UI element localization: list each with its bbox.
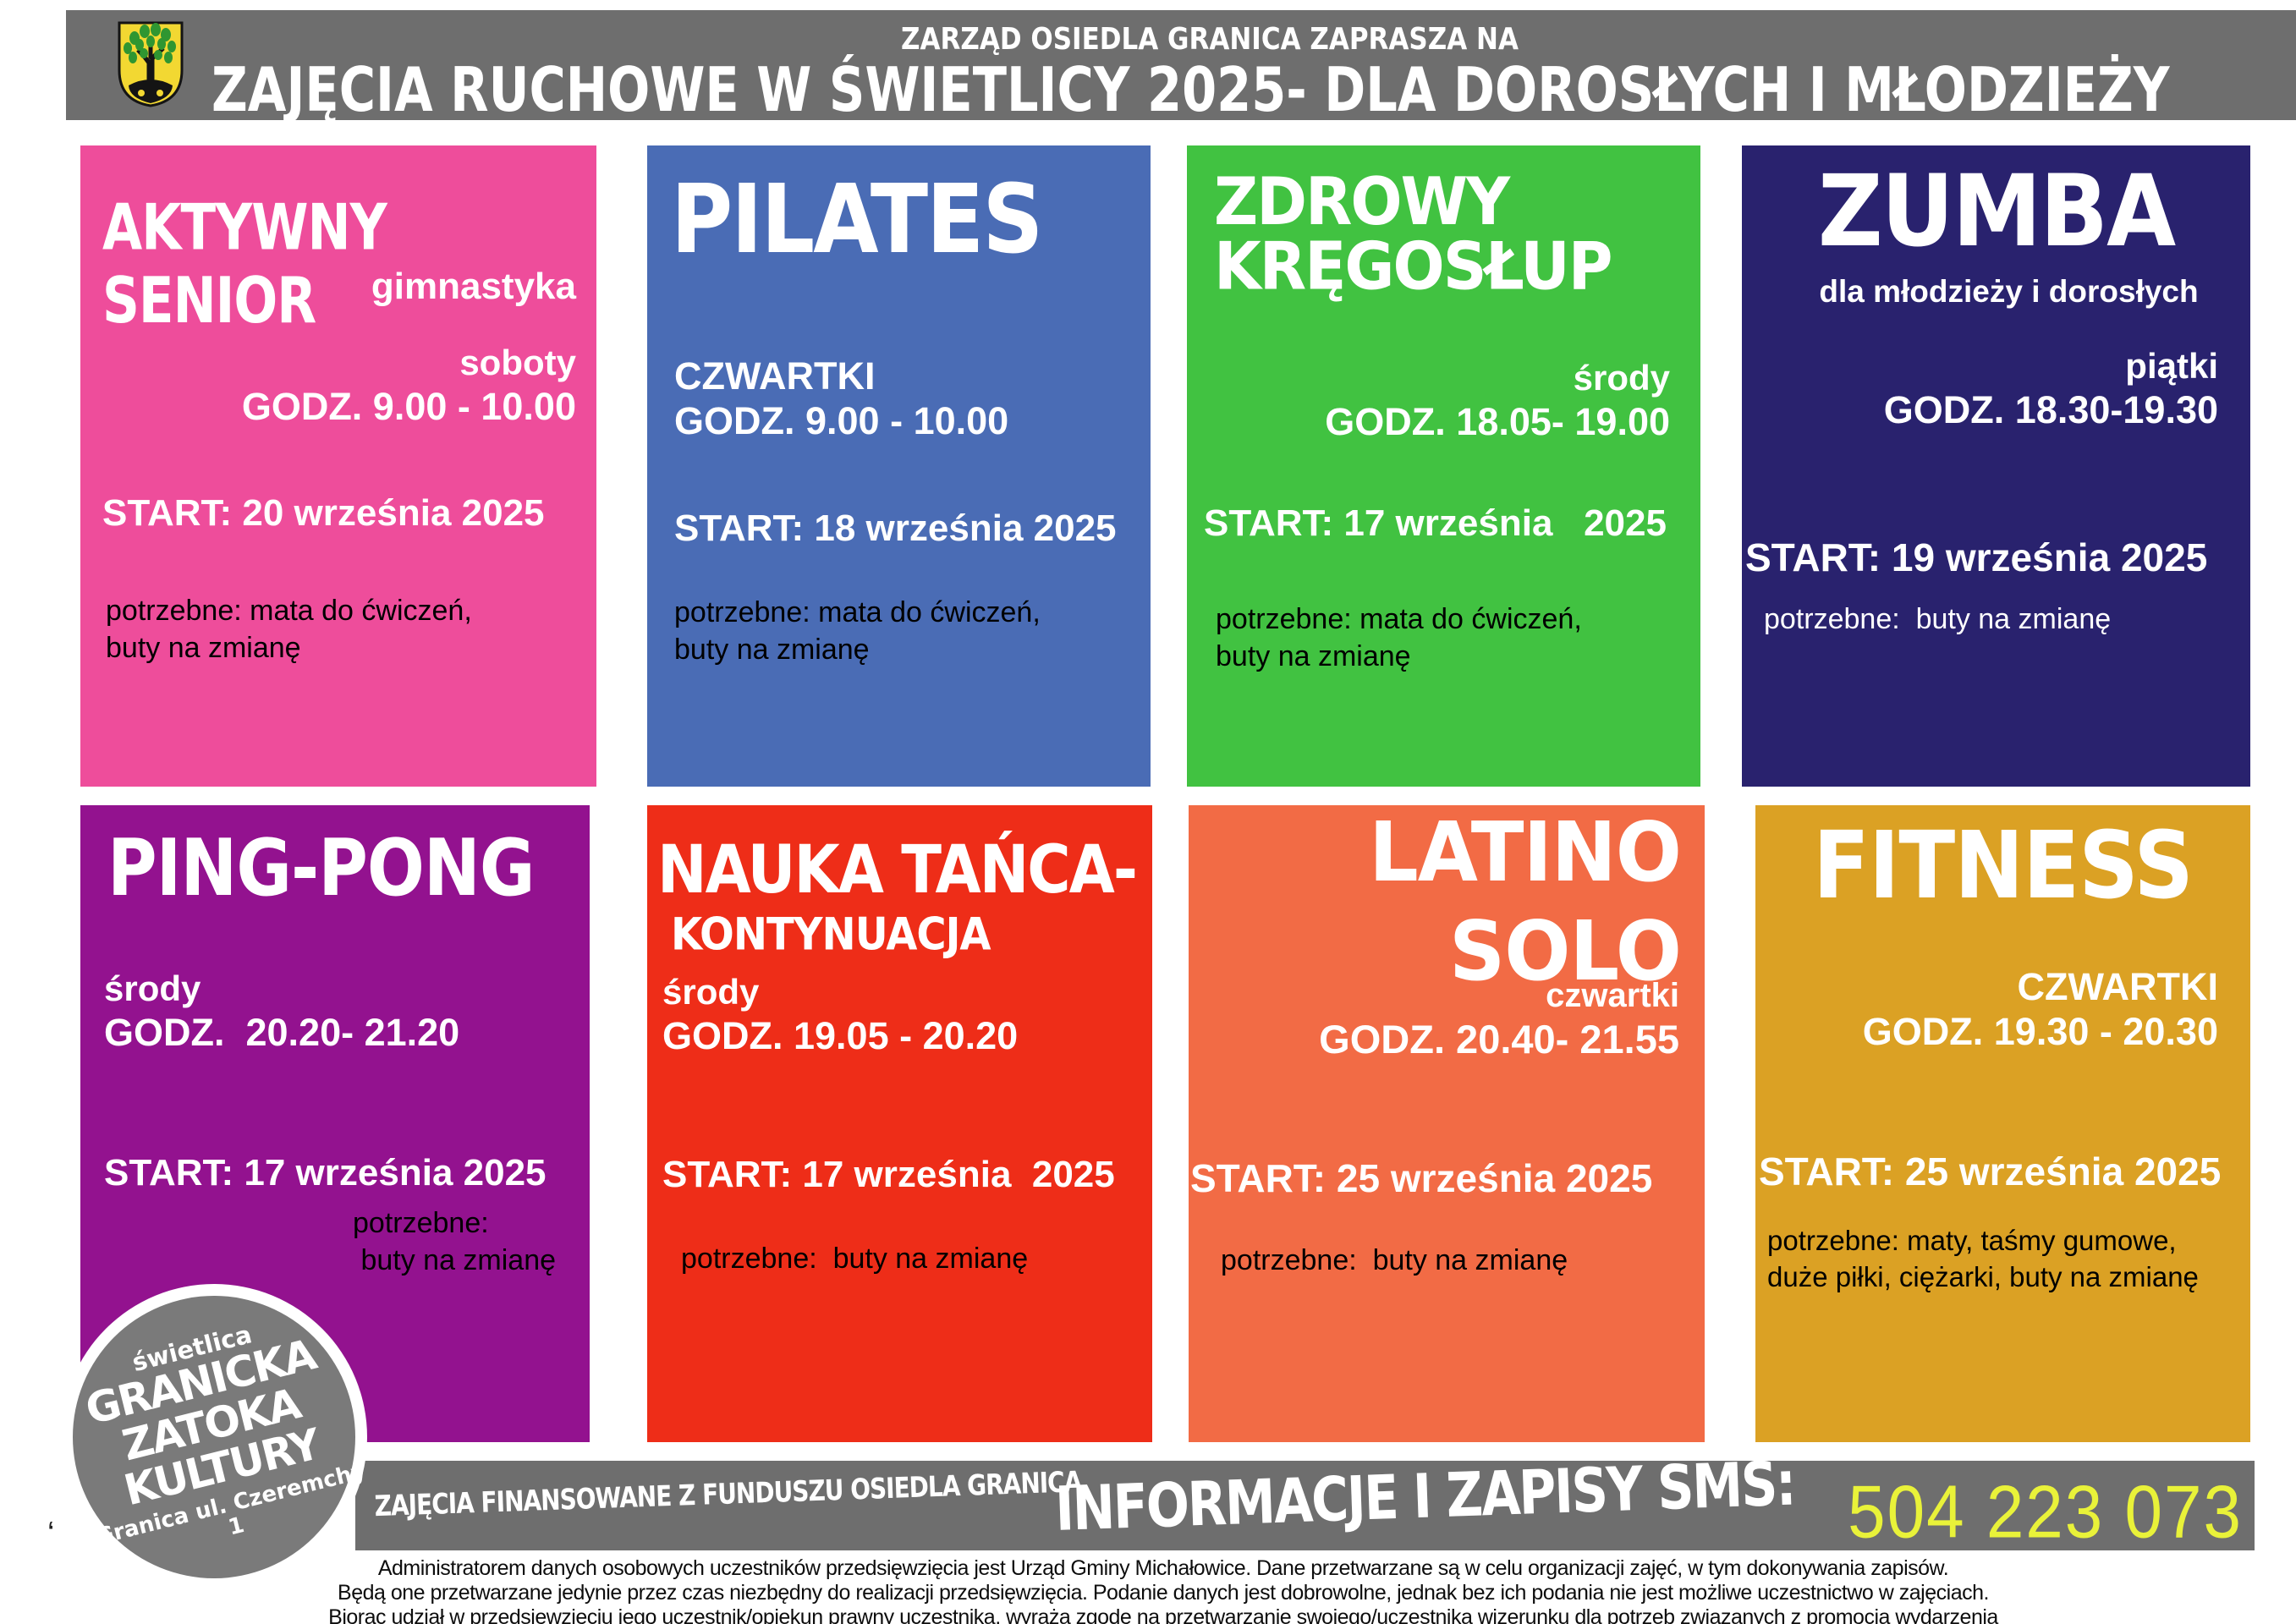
disclaimer-line: Będą one przetwarzane jedynie przez czas… (338, 1581, 1989, 1605)
card-title: FITNESS (1813, 812, 2194, 920)
card-schedule: CZWARTKI GODZ. 19.30 - 20.30 (1863, 964, 2218, 1054)
card-title: ZDROWY KRĘGOSŁUP (1214, 162, 1612, 304)
card-time: GODZ. 9.00 - 10.00 (241, 384, 576, 428)
card-time: GODZ. 19.30 - 20.30 (1862, 1010, 2218, 1054)
privacy-disclaimer: Administratorem danych osobowych uczestn… (135, 1556, 2191, 1624)
card-day: środy (662, 972, 760, 1012)
card-title: PILATES (671, 164, 1043, 276)
card-start-date: START: 17 września 2025 (662, 1154, 1115, 1195)
card-schedule: CZWARTKI GODZ. 9.00 - 10.00 (674, 354, 1008, 443)
card-title: LATINO SOLO (1369, 804, 1682, 1000)
card-pilates: PILATES CZWARTKI GODZ. 9.00 - 10.00 STAR… (647, 145, 1151, 787)
card-equipment-note: potrzebne: buty na zmianę (1221, 1244, 1568, 1276)
header-bar: ZARZĄD OSIEDLA GRANICA ZAPRASZA NA ZAJĘC… (66, 10, 2296, 125)
card-day: CZWARTKI (674, 354, 876, 398)
card-time: GODZ. 20.20- 21.20 (104, 1010, 460, 1054)
card-equipment-note: potrzebne: maty, taśmy gumowe, duże piłk… (1767, 1225, 2199, 1292)
footer-bar: ZAJĘCIA FINANSOWANE Z FUNDUSZU OSIEDLA G… (355, 1448, 2255, 1553)
card-day: CZWARTKI (2017, 965, 2218, 1008)
card-start-date: START: 25 września 2025 (1190, 1156, 1653, 1200)
card-time: GODZ. 18.30-19.30 (1883, 387, 2218, 431)
card-title: PING-PONG (107, 822, 535, 914)
card-schedule: środy GODZ. 19.05 - 20.20 (662, 971, 1018, 1058)
card-day: środy (104, 968, 201, 1008)
card-start-date: START: 25 września 2025 (1759, 1149, 2222, 1193)
card-day: czwartki (1546, 977, 1679, 1014)
card-nauka-tanca: NAUKA TAŃCA- KONTYNUACJA środy GODZ. 19.… (647, 805, 1152, 1442)
venue-badge: świetlica GRANICKA ZATOKA KULTURY Granic… (73, 1296, 368, 1578)
card-equipment-note: potrzebne: buty na zmianę (681, 1243, 1029, 1275)
stray-mark: ‘ (47, 1516, 55, 1551)
phone-number: 504 223 073 (1848, 1470, 2243, 1553)
card-schedule: środy GODZ. 18.05- 19.00 (1325, 357, 1670, 444)
funding-note: ZAJĘCIA FINANSOWANE Z FUNDUSZU OSIEDLA G… (374, 1464, 1083, 1523)
card-time: GODZ. 20.40- 21.55 (1319, 1017, 1679, 1062)
card-title: ZUMBA (1817, 154, 2176, 269)
card-aktywny-senior: AKTYWNY SENIOR gimnastyka soboty GODZ. 9… (80, 145, 596, 787)
granica-crest-icon (118, 21, 184, 107)
card-zdrowy-kregoslup: ZDROWY KRĘGOSŁUP środy GODZ. 18.05- 19.0… (1187, 145, 1700, 787)
card-schedule: piątki GODZ. 18.30-19.30 (1884, 345, 2218, 432)
contact-label: INFORMACJE I ZAPISY SMS: (1054, 1448, 1796, 1545)
card-day: piątki (2125, 346, 2218, 386)
card-start-date: START: 20 września 2025 (102, 492, 545, 534)
card-equipment-note: potrzebne: mata do ćwiczeń, buty na zmia… (674, 596, 1041, 667)
card-start-date: START: 19 września 2025 (1745, 535, 2208, 579)
card-time: GODZ. 18.05- 19.00 (1325, 399, 1670, 443)
card-schedule: soboty GODZ. 9.00 - 10.00 (242, 342, 576, 429)
card-title: AKTYWNY SENIOR (102, 191, 387, 338)
card-fitness: FITNESS CZWARTKI GODZ. 19.30 - 20.30 STA… (1755, 805, 2250, 1442)
card-day: środy (1573, 358, 1670, 398)
card-start-date: START: 17 września 2025 (104, 1152, 547, 1193)
card-subtitle: gimnastyka (371, 266, 576, 307)
card-latino-solo: LATINO SOLO czwartki GODZ. 20.40- 21.55 … (1189, 804, 1705, 1442)
card-title-line2: KONTYNUACJA (671, 908, 991, 961)
header-kicker: ZARZĄD OSIEDLA GRANICA ZAPRASZA NA (901, 22, 1519, 58)
card-time: GODZ. 19.05 - 20.20 (662, 1013, 1019, 1057)
card-start-date: START: 17 września 2025 (1204, 502, 1667, 544)
page-title: ZAJĘCIA RUCHOWE W ŚWIETLICY 2025- DLA DO… (211, 54, 2170, 126)
card-equipment-note: potrzebne: buty na zmianę (353, 1207, 557, 1277)
card-title: NAUKA TAŃCA- (657, 831, 1138, 908)
disclaimer-line: Biorąc udział w przedsięwzięciu jego ucz… (328, 1605, 1998, 1624)
card-start-date: START: 18 września 2025 (674, 508, 1117, 549)
card-schedule: środy GODZ. 20.20- 21.20 (104, 968, 459, 1055)
card-day: soboty (459, 343, 576, 382)
card-equipment-note: potrzebne: mata do ćwiczeń, buty na zmia… (106, 595, 472, 665)
card-equipment-note: potrzebne: buty na zmianę (1764, 603, 2112, 635)
card-equipment-note: potrzebne: mata do ćwiczeń, buty na zmia… (1216, 603, 1582, 673)
card-zumba: ZUMBA dla młodzieży i dorosłych piątki G… (1742, 145, 2250, 787)
card-subtitle: dla młodzieży i dorosłych (1819, 274, 2199, 309)
card-time: GODZ. 9.00 - 10.00 (674, 399, 1009, 443)
disclaimer-line: Administratorem danych osobowych uczestn… (377, 1556, 1949, 1580)
card-schedule: czwartki GODZ. 20.40- 21.55 (1319, 976, 1679, 1063)
